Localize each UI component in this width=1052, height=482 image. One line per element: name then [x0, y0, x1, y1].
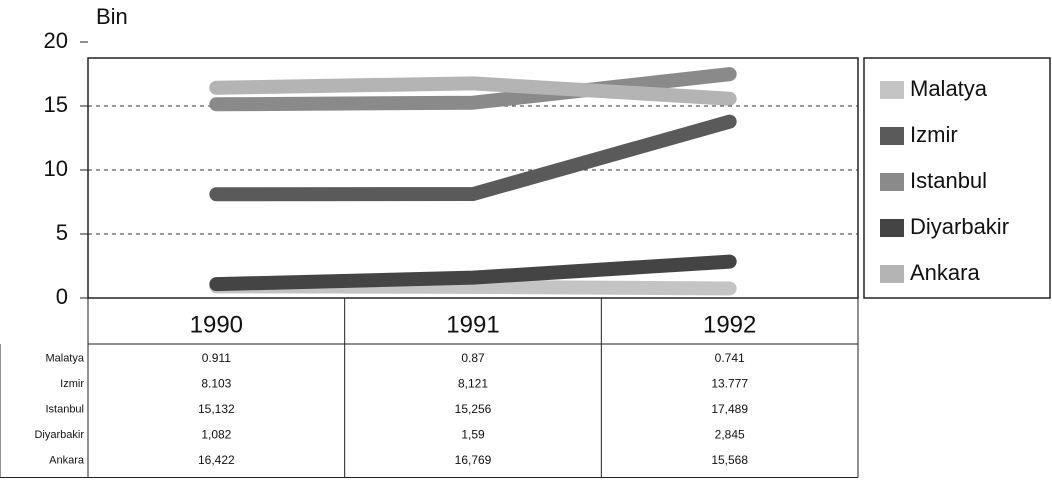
data-label: 13.777 [711, 376, 748, 390]
y-tick-label: 0 [56, 284, 68, 309]
legend-label: Ankara [910, 260, 980, 285]
legend-swatch [880, 219, 904, 237]
y-tick-label: 20 [44, 28, 68, 53]
legend-label: Istanbul [910, 168, 987, 193]
legend-frame [863, 57, 1051, 299]
legend-label: Diyarbakir [910, 214, 1009, 239]
legend-label: Izmir [910, 122, 958, 147]
legend-swatch [880, 265, 904, 283]
y-tick-label: 5 [56, 220, 68, 245]
table-row-label: Istanbul [45, 404, 84, 416]
data-label: 8,121 [458, 376, 488, 390]
y-tick-label: 10 [44, 156, 68, 181]
table-row-label: Malatya [45, 353, 84, 365]
legend-swatch [880, 173, 904, 191]
y-axis-title: Bin [96, 4, 128, 29]
table-row-label: Ankara [49, 455, 85, 467]
table-row-label: Diyarbakir [34, 429, 84, 441]
table-row-label: Izmir [60, 378, 84, 390]
legend-label: Malatya [910, 76, 988, 101]
legend-swatch [880, 81, 904, 99]
data-label: 0.87 [461, 351, 485, 365]
data-label: 17,489 [711, 402, 748, 416]
data-label: 15,256 [455, 402, 492, 416]
data-label: 15,568 [711, 453, 748, 467]
data-label: 8.103 [201, 376, 231, 390]
data-label: 1,59 [461, 427, 485, 441]
data-label: 0.741 [715, 351, 745, 365]
data-label: 0.911 [202, 351, 231, 365]
x-tick-label: 1990 [190, 311, 243, 338]
series-line [209, 67, 737, 112]
data-label: 16,769 [455, 453, 492, 467]
x-tick-label: 1992 [703, 311, 756, 338]
legend-swatch [880, 127, 904, 145]
series-line [209, 76, 737, 106]
series-line [209, 254, 737, 292]
series-line [209, 114, 737, 202]
data-label: 2,845 [715, 427, 745, 441]
x-tick-label: 1991 [446, 311, 499, 338]
data-label: 1,082 [201, 427, 231, 441]
y-tick-label: 15 [44, 92, 68, 117]
data-label: 16,422 [198, 453, 235, 467]
plot-frame [87, 57, 859, 299]
data-label: 15,132 [198, 402, 235, 416]
